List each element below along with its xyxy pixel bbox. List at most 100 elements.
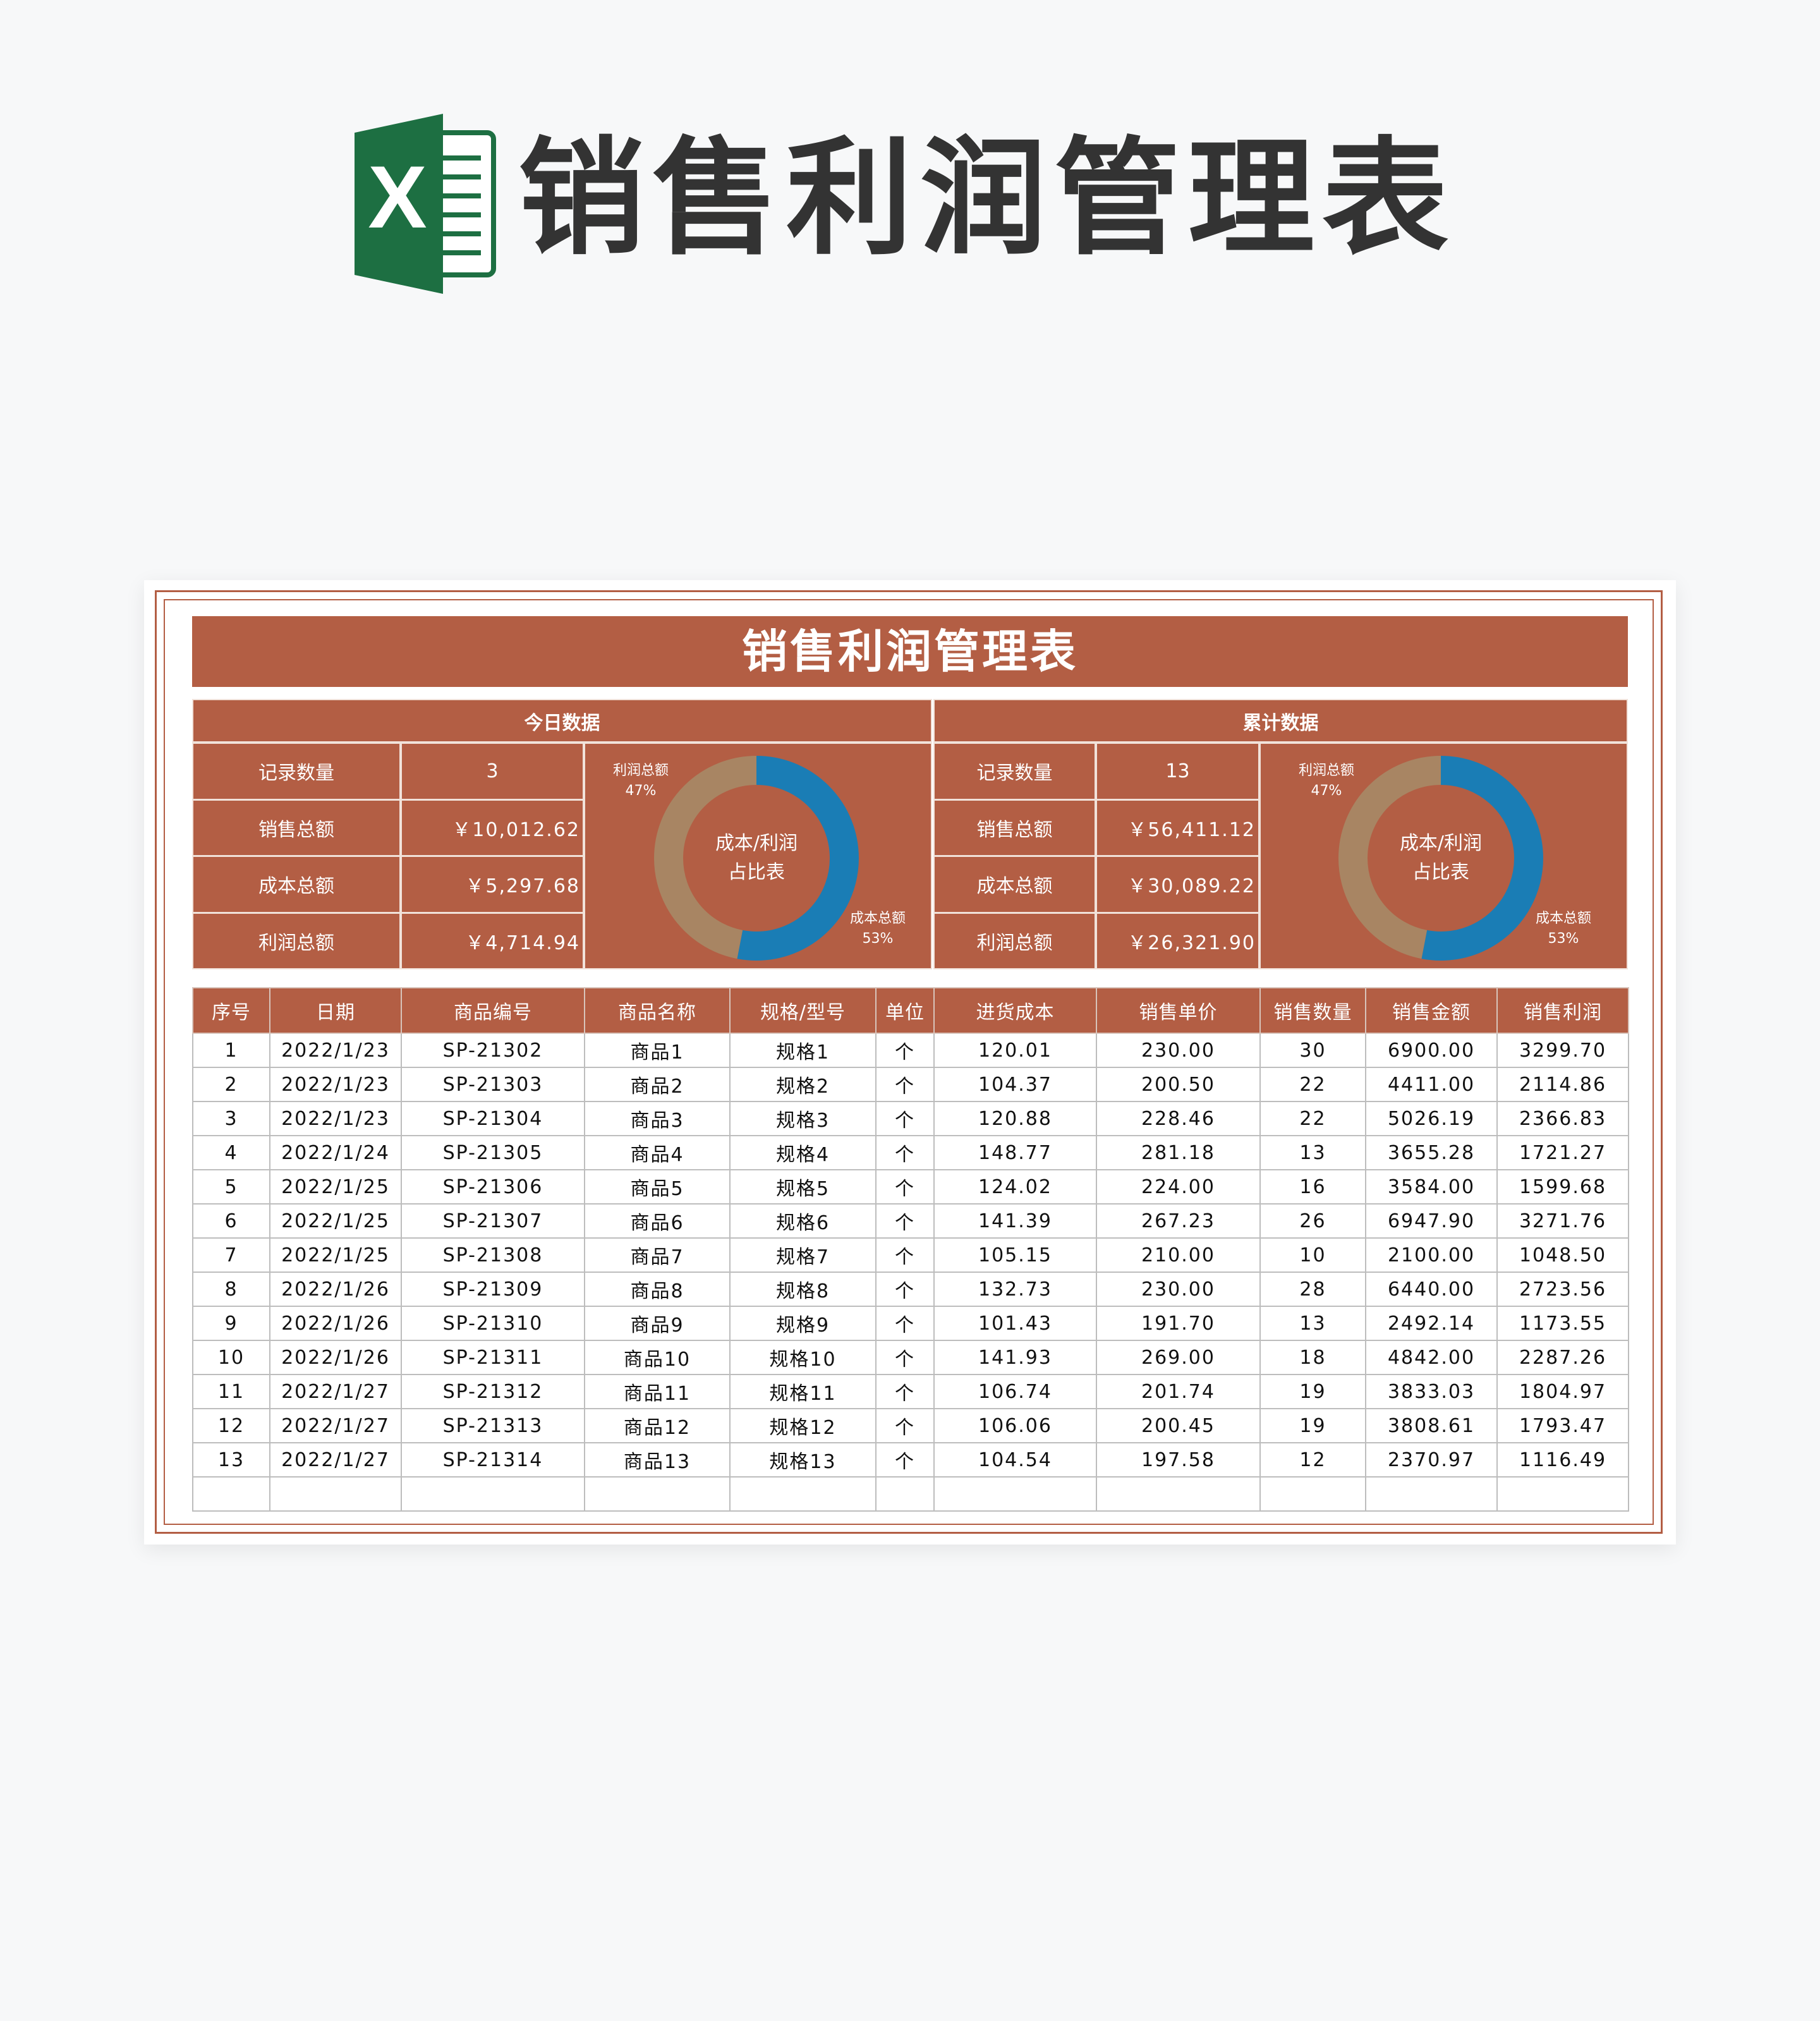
table-cell[interactable]: 200.45: [1096, 1408, 1261, 1443]
table-cell[interactable]: 6440.00: [1365, 1271, 1498, 1307]
table-cell[interactable]: 2022/1/26: [269, 1306, 402, 1341]
table-cell[interactable]: SP-21312: [401, 1374, 585, 1409]
table-cell[interactable]: 个: [875, 1067, 935, 1102]
table-cell[interactable]: 2022/1/23: [269, 1067, 402, 1102]
table-cell[interactable]: 2022/1/25: [269, 1237, 402, 1273]
table-cell[interactable]: 19: [1259, 1408, 1366, 1443]
table-cell[interactable]: 商品5: [584, 1169, 731, 1205]
table-cell[interactable]: 26: [1259, 1203, 1366, 1239]
table-cell[interactable]: [1096, 1476, 1261, 1512]
table-cell[interactable]: 个: [875, 1271, 935, 1307]
table-cell[interactable]: 规格2: [729, 1067, 877, 1102]
table-cell[interactable]: 2: [192, 1067, 270, 1102]
table-cell[interactable]: SP-21310: [401, 1306, 585, 1341]
table-cell[interactable]: 22: [1259, 1067, 1366, 1102]
table-cell[interactable]: 商品3: [584, 1101, 731, 1136]
table-cell[interactable]: 13: [192, 1442, 270, 1478]
table-cell[interactable]: 个: [875, 1306, 935, 1341]
table-cell[interactable]: 7: [192, 1237, 270, 1273]
table-cell[interactable]: SP-21307: [401, 1203, 585, 1239]
table-cell[interactable]: SP-21303: [401, 1067, 585, 1102]
table-cell[interactable]: 200.50: [1096, 1067, 1261, 1102]
table-cell[interactable]: 2022/1/25: [269, 1169, 402, 1205]
table-cell[interactable]: 1116.49: [1496, 1442, 1629, 1478]
table-cell[interactable]: 101.43: [933, 1306, 1097, 1341]
table-cell[interactable]: 201.74: [1096, 1374, 1261, 1409]
table-cell[interactable]: [1496, 1476, 1629, 1512]
table-cell[interactable]: 9: [192, 1306, 270, 1341]
table-cell[interactable]: [1365, 1476, 1498, 1512]
table-cell[interactable]: 12: [192, 1408, 270, 1443]
table-cell[interactable]: SP-21304: [401, 1101, 585, 1136]
table-cell[interactable]: 28: [1259, 1271, 1366, 1307]
table-cell[interactable]: 2366.83: [1496, 1101, 1629, 1136]
table-cell[interactable]: 商品12: [584, 1408, 731, 1443]
table-cell[interactable]: SP-21309: [401, 1271, 585, 1307]
table-cell[interactable]: 2022/1/25: [269, 1203, 402, 1239]
table-cell[interactable]: 30: [1259, 1033, 1366, 1068]
table-cell[interactable]: 148.77: [933, 1135, 1097, 1170]
table-cell[interactable]: 5026.19: [1365, 1101, 1498, 1136]
table-cell[interactable]: SP-21308: [401, 1237, 585, 1273]
table-cell[interactable]: 3271.76: [1496, 1203, 1629, 1239]
table-cell[interactable]: 10: [192, 1340, 270, 1375]
table-cell[interactable]: 2022/1/27: [269, 1408, 402, 1443]
table-cell[interactable]: 个: [875, 1101, 935, 1136]
table-cell[interactable]: 2114.86: [1496, 1067, 1629, 1102]
table-cell[interactable]: [933, 1476, 1097, 1512]
table-cell[interactable]: 规格12: [729, 1408, 877, 1443]
table-cell[interactable]: 210.00: [1096, 1237, 1261, 1273]
table-cell[interactable]: 商品11: [584, 1374, 731, 1409]
table-cell[interactable]: 2370.97: [1365, 1442, 1498, 1478]
table-cell[interactable]: SP-21306: [401, 1169, 585, 1205]
table-cell[interactable]: 106.06: [933, 1408, 1097, 1443]
table-cell[interactable]: 规格7: [729, 1237, 877, 1273]
table-cell[interactable]: 22: [1259, 1101, 1366, 1136]
table-cell[interactable]: 2100.00: [1365, 1237, 1498, 1273]
table-cell[interactable]: 224.00: [1096, 1169, 1261, 1205]
table-cell[interactable]: 3584.00: [1365, 1169, 1498, 1205]
table-cell[interactable]: 106.74: [933, 1374, 1097, 1409]
table-cell[interactable]: 商品7: [584, 1237, 731, 1273]
table-cell[interactable]: 141.93: [933, 1340, 1097, 1375]
table-cell[interactable]: 18: [1259, 1340, 1366, 1375]
table-cell[interactable]: 6900.00: [1365, 1033, 1498, 1068]
table-cell[interactable]: 11: [192, 1374, 270, 1409]
table-cell[interactable]: [401, 1476, 585, 1512]
table-cell[interactable]: 13: [1259, 1135, 1366, 1170]
table-cell[interactable]: 个: [875, 1237, 935, 1273]
table-cell[interactable]: 2022/1/24: [269, 1135, 402, 1170]
table-cell[interactable]: 3655.28: [1365, 1135, 1498, 1170]
table-cell[interactable]: 2022/1/26: [269, 1271, 402, 1307]
table-cell[interactable]: 281.18: [1096, 1135, 1261, 1170]
table-cell[interactable]: 商品10: [584, 1340, 731, 1375]
table-cell[interactable]: SP-21305: [401, 1135, 585, 1170]
table-cell[interactable]: 1: [192, 1033, 270, 1068]
table-cell[interactable]: 16: [1259, 1169, 1366, 1205]
table-cell[interactable]: 2022/1/23: [269, 1101, 402, 1136]
table-cell[interactable]: 规格3: [729, 1101, 877, 1136]
table-cell[interactable]: 2287.26: [1496, 1340, 1629, 1375]
table-cell[interactable]: SP-21311: [401, 1340, 585, 1375]
table-cell[interactable]: [269, 1476, 402, 1512]
table-cell[interactable]: 个: [875, 1203, 935, 1239]
table-cell[interactable]: 5: [192, 1169, 270, 1205]
table-cell[interactable]: 4842.00: [1365, 1340, 1498, 1375]
table-cell[interactable]: 2492.14: [1365, 1306, 1498, 1341]
table-cell[interactable]: SP-21302: [401, 1033, 585, 1068]
table-cell[interactable]: 2022/1/27: [269, 1442, 402, 1478]
table-cell[interactable]: 3833.03: [1365, 1374, 1498, 1409]
table-cell[interactable]: 191.70: [1096, 1306, 1261, 1341]
table-cell[interactable]: 商品9: [584, 1306, 731, 1341]
table-cell[interactable]: 6947.90: [1365, 1203, 1498, 1239]
table-cell[interactable]: 3808.61: [1365, 1408, 1498, 1443]
table-cell[interactable]: 规格5: [729, 1169, 877, 1205]
table-cell[interactable]: 4411.00: [1365, 1067, 1498, 1102]
table-cell[interactable]: 105.15: [933, 1237, 1097, 1273]
table-cell[interactable]: 规格1: [729, 1033, 877, 1068]
table-cell[interactable]: [192, 1476, 270, 1512]
table-cell[interactable]: 商品13: [584, 1442, 731, 1478]
table-cell[interactable]: 规格8: [729, 1271, 877, 1307]
table-cell[interactable]: 个: [875, 1340, 935, 1375]
table-cell[interactable]: 120.01: [933, 1033, 1097, 1068]
